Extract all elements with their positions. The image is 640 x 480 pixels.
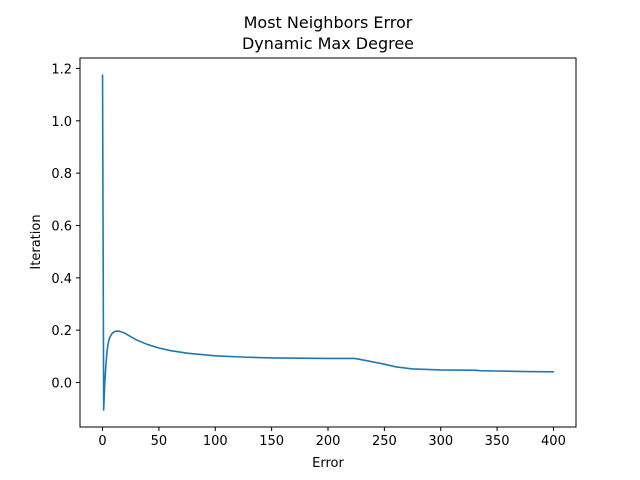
x-tick-label: 100: [203, 434, 228, 449]
y-tick-label: 1.2: [51, 62, 72, 77]
x-tick-label: 150: [259, 434, 284, 449]
y-tick-label: 0.4: [51, 272, 72, 287]
y-tick-label: 0.0: [51, 377, 72, 392]
y-tick-label: 0.8: [51, 167, 72, 182]
y-tick-label: 1.0: [51, 115, 72, 130]
x-axis-label: Error: [312, 456, 344, 471]
x-tick-label: 350: [485, 434, 510, 449]
y-axis-label: Iteration: [29, 214, 44, 269]
chart-title-line-1: Most Neighbors Error: [244, 13, 413, 32]
x-tick-label: 250: [372, 434, 397, 449]
x-tick-label: 400: [541, 434, 566, 449]
y-tick-label: 0.2: [51, 324, 72, 339]
x-axis: 0 50 100 150 200 250 300 350 400: [98, 427, 566, 449]
chart-title-line-2: Dynamic Max Degree: [242, 34, 414, 53]
x-tick-label: 300: [428, 434, 453, 449]
chart-title: Most Neighbors Error Dynamic Max Degree: [242, 13, 414, 53]
x-tick-label: 200: [316, 434, 341, 449]
y-axis: 0.0 0.2 0.4 0.6 0.8 1.0 1.2: [51, 62, 80, 392]
x-tick-label: 50: [151, 434, 168, 449]
plot-area: [101, 74, 555, 411]
x-tick-label: 0: [98, 434, 106, 449]
series-line: [101, 74, 555, 411]
y-tick-label: 0.6: [51, 219, 72, 234]
